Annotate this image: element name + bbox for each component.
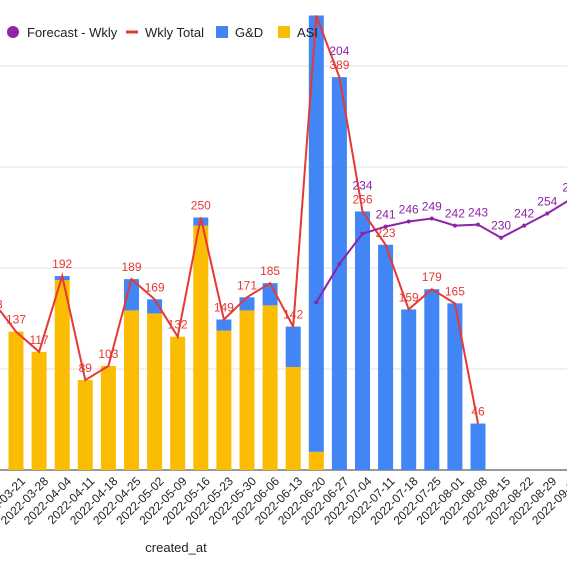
legend[interactable]: Forecast - Wkly Wkly Total G&D ASI bbox=[7, 25, 318, 40]
label-total-clipped: 3 bbox=[0, 297, 3, 311]
data-labels: 1371171928910318916913225014917118514245… bbox=[0, 44, 567, 419]
x-ticks: 2022-03-212022-03-282022-04-042022-04-11… bbox=[0, 474, 567, 528]
bars bbox=[8, 15, 486, 471]
label-total-2022-04-18: 103 bbox=[98, 347, 118, 361]
label-forecast-2022-08-01: 242 bbox=[445, 207, 465, 221]
bar-asi-2022-04-25 bbox=[124, 310, 139, 470]
wkly-total-line-clipped bbox=[0, 309, 17, 333]
forecast-point-2022-07-25 bbox=[429, 216, 434, 221]
bar-asi-2022-04-11 bbox=[77, 380, 93, 470]
label-total-2022-05-16: 250 bbox=[191, 199, 211, 213]
label-forecast-2022-08-08: 243 bbox=[468, 206, 488, 220]
legend-gd-label: G&D bbox=[235, 25, 263, 40]
legend-asi[interactable]: ASI bbox=[278, 25, 318, 40]
forecast-point-2022-08-08 bbox=[476, 222, 480, 227]
bar-gd-2022-08-08 bbox=[470, 423, 486, 470]
legend-asi-label: ASI bbox=[297, 25, 318, 40]
forecast-point-2022-06-27 bbox=[337, 261, 342, 266]
forecast-point-2022-07-11 bbox=[383, 224, 388, 229]
label-total-2022-07-18: 159 bbox=[399, 290, 419, 304]
label-total-2022-07-04: 256 bbox=[352, 192, 372, 206]
bar-gd-2022-06-13 bbox=[285, 326, 301, 367]
bar-asi-2022-04-18 bbox=[100, 365, 116, 470]
label-forecast-2022-08-22: 242 bbox=[514, 207, 534, 221]
lines bbox=[0, 15, 567, 424]
bar-gd-2022-05-02 bbox=[147, 299, 163, 314]
legend-forecast[interactable]: Forecast - Wkly bbox=[7, 25, 118, 40]
bar-gd-2022-07-11 bbox=[378, 244, 394, 470]
legend-gd-swatch bbox=[216, 26, 228, 38]
legend-forecast-swatch bbox=[7, 26, 19, 38]
forecast-point-2022-08-01 bbox=[452, 223, 457, 228]
x-axis-title: created_at bbox=[145, 540, 207, 555]
label-forecast-2022-06-27: 204 bbox=[329, 44, 349, 58]
label-total-2022-07-11: 223 bbox=[376, 226, 396, 240]
label-total-2022-06-27: 389 bbox=[329, 58, 349, 72]
bar-gd-2022-06-20 bbox=[308, 15, 324, 452]
forecast-point-2022-08-22 bbox=[522, 223, 527, 228]
label-forecast-2022-07-11: 241 bbox=[376, 208, 396, 222]
bar-asi-2022-05-23 bbox=[216, 330, 232, 470]
label-total-2022-04-04: 192 bbox=[52, 257, 72, 271]
legend-forecast-label: Forecast - Wkly bbox=[27, 25, 118, 40]
label-total-2022-05-09: 132 bbox=[168, 318, 188, 332]
label-total-2022-04-11: 89 bbox=[79, 361, 93, 375]
label-forecast-2022-08-29: 254 bbox=[537, 194, 557, 208]
label-forecast-2022-08-15: 230 bbox=[491, 219, 511, 233]
bar-asi-2022-05-09 bbox=[170, 336, 186, 470]
bar-gd-2022-07-18 bbox=[401, 309, 417, 470]
legend-asi-swatch bbox=[278, 26, 290, 38]
label-forecast-2022-07-25: 249 bbox=[422, 200, 442, 214]
label-total-2022-05-02: 169 bbox=[145, 280, 165, 294]
label-forecast-2022-07-18: 246 bbox=[399, 203, 419, 217]
bar-asi-2022-06-06 bbox=[262, 305, 278, 470]
forecast-line bbox=[315, 200, 567, 303]
bar-gd-2022-04-25 bbox=[124, 279, 139, 311]
label-total-2022-04-25: 189 bbox=[121, 260, 141, 274]
legend-wkly-total[interactable]: Wkly Total bbox=[126, 25, 204, 40]
bar-asi-2022-05-02 bbox=[147, 313, 163, 470]
label-total-2022-05-23: 149 bbox=[214, 301, 234, 315]
bar-gd-2022-05-23 bbox=[216, 319, 232, 331]
bar-asi-2022-06-20 bbox=[308, 451, 324, 470]
forecast-point-2022-07-04 bbox=[360, 231, 365, 236]
bar-asi-2022-04-04 bbox=[54, 280, 70, 470]
label-total-2022-03-21: 137 bbox=[6, 313, 26, 327]
forecast-point-2022-08-15 bbox=[499, 235, 504, 240]
bar-asi-2022-06-13 bbox=[285, 366, 301, 470]
bar-gd-2022-06-27 bbox=[331, 77, 347, 471]
label-total-2022-05-30: 171 bbox=[237, 278, 257, 292]
gridlines bbox=[0, 65, 567, 471]
bar-gd-2022-07-04 bbox=[355, 211, 370, 470]
legend-wkly-total-label: Wkly Total bbox=[145, 25, 204, 40]
bar-gd-2022-05-30 bbox=[239, 297, 255, 311]
label-total-2022-08-01: 165 bbox=[445, 284, 465, 298]
bar-gd-2022-07-25 bbox=[424, 289, 440, 470]
legend-gd[interactable]: G&D bbox=[216, 25, 263, 40]
label-total-2022-07-25: 179 bbox=[422, 270, 442, 284]
label-forecast-2022-09-05: 26 bbox=[562, 180, 567, 194]
label-total-2022-06-06: 185 bbox=[260, 264, 280, 278]
label-total-2022-06-13: 142 bbox=[283, 308, 303, 322]
forecast-point-2022-07-18 bbox=[406, 219, 411, 224]
bar-asi-2022-05-30 bbox=[239, 310, 255, 470]
label-forecast-2022-07-04: 234 bbox=[352, 178, 372, 192]
bar-asi-2022-03-28 bbox=[31, 351, 47, 470]
bar-asi-2022-05-16 bbox=[193, 225, 209, 470]
wkly-total-line bbox=[15, 15, 479, 424]
bar-asi-2022-03-21 bbox=[8, 331, 24, 470]
forecast-point-2022-06-20 bbox=[314, 300, 319, 305]
label-total-2022-08-08: 46 bbox=[471, 405, 485, 419]
forecast-point-2022-08-29 bbox=[545, 211, 550, 216]
label-total-2022-03-28: 117 bbox=[30, 333, 49, 347]
bar-gd-2022-08-01 bbox=[447, 303, 463, 470]
